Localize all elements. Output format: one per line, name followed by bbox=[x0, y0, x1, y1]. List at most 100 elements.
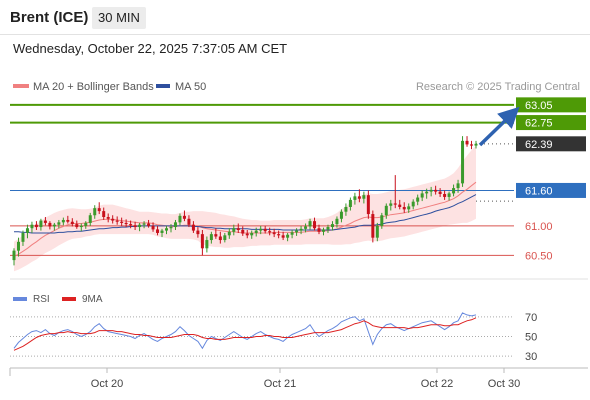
timeframe-badge[interactable]: 30 MIN bbox=[92, 7, 146, 29]
pivot-level-label: 61.60 bbox=[525, 185, 553, 197]
candle-body bbox=[326, 227, 330, 230]
candle-body bbox=[66, 219, 70, 222]
candle-body bbox=[299, 228, 303, 231]
instrument-title: Brent (ICE) bbox=[10, 9, 89, 26]
candle-body bbox=[196, 230, 200, 235]
candle-body bbox=[57, 222, 61, 225]
candle-body bbox=[241, 230, 245, 234]
candle-body bbox=[389, 203, 393, 206]
candle-body bbox=[407, 206, 411, 210]
candle-body bbox=[156, 229, 160, 233]
candle-body bbox=[461, 140, 465, 184]
x-axis: Oct 20 Oct 21 Oct 22 Oct 30 bbox=[91, 368, 520, 390]
candle-body bbox=[227, 231, 231, 236]
candle-body bbox=[277, 234, 281, 236]
candle-body bbox=[339, 211, 343, 219]
rsi-legend-label: RSI bbox=[33, 294, 50, 305]
candle-body bbox=[120, 221, 124, 223]
candle-body bbox=[465, 140, 469, 145]
rsi-line bbox=[13, 312, 477, 350]
candle-body bbox=[30, 224, 34, 229]
candle-body bbox=[321, 229, 325, 232]
candle-body bbox=[70, 221, 74, 225]
candle-body bbox=[384, 205, 388, 216]
candle-body bbox=[420, 193, 424, 198]
candle-body bbox=[191, 224, 195, 231]
candle-body bbox=[286, 234, 290, 238]
candle-body bbox=[425, 191, 429, 194]
candle-body bbox=[402, 206, 406, 210]
candle-body bbox=[43, 220, 47, 223]
rsi-level-label: 70 bbox=[525, 312, 537, 324]
candle-body bbox=[259, 228, 263, 231]
candle-body bbox=[165, 228, 169, 231]
candlesticks bbox=[12, 136, 478, 266]
candle-body bbox=[416, 197, 420, 202]
candle-body bbox=[380, 215, 384, 226]
candle-body bbox=[52, 224, 56, 227]
x-axis-tick-label: Oct 22 bbox=[421, 378, 453, 390]
candle-body bbox=[160, 230, 164, 233]
candle-body bbox=[429, 189, 433, 192]
candle-body bbox=[16, 241, 20, 251]
support-level-label: 60.50 bbox=[525, 250, 553, 262]
candle-body bbox=[75, 224, 79, 228]
candle-body bbox=[61, 219, 65, 223]
candle-body bbox=[182, 215, 186, 219]
candle-body bbox=[411, 201, 415, 207]
target-level-label: 62.75 bbox=[525, 118, 553, 130]
target-level-label: 63.05 bbox=[525, 100, 553, 112]
candle-body bbox=[398, 204, 402, 207]
candle-body bbox=[232, 228, 236, 232]
candle-body bbox=[456, 183, 460, 189]
candle-body bbox=[124, 222, 128, 225]
rsi-panel: 70 50 30 bbox=[10, 312, 537, 363]
candle-body bbox=[344, 206, 348, 212]
bollinger-bands bbox=[14, 145, 476, 272]
candle-body bbox=[223, 235, 227, 241]
candle-body bbox=[84, 222, 88, 226]
candle-body bbox=[348, 199, 352, 207]
candle-body bbox=[102, 211, 106, 218]
candle-body bbox=[371, 214, 375, 238]
rsi-level-label: 50 bbox=[525, 332, 537, 344]
rsi-level-label: 30 bbox=[525, 351, 537, 363]
candle-body bbox=[474, 143, 478, 146]
copyright-text: Research © 2025 Trading Central bbox=[416, 81, 580, 93]
rsi-ma-legend-swatch bbox=[62, 297, 76, 301]
candle-body bbox=[254, 230, 258, 233]
candle-body bbox=[12, 250, 16, 261]
candle-body bbox=[281, 235, 285, 238]
candle-body bbox=[362, 195, 366, 199]
candle-body bbox=[111, 218, 115, 221]
candle-body bbox=[304, 226, 308, 229]
candle-body bbox=[357, 196, 361, 199]
candle-body bbox=[393, 203, 397, 205]
candle-body bbox=[129, 224, 133, 226]
candle-body bbox=[447, 193, 451, 197]
candle-body bbox=[48, 222, 52, 227]
candle-body bbox=[438, 191, 442, 194]
candle-body bbox=[330, 224, 334, 228]
candle-body bbox=[317, 228, 321, 232]
candle-body bbox=[313, 221, 317, 229]
rsi-ma-line bbox=[13, 317, 477, 351]
rsi-ma-legend-label: 9MA bbox=[82, 294, 103, 305]
last-price-tag bbox=[516, 136, 586, 152]
candle-body bbox=[452, 188, 456, 194]
candle-body bbox=[218, 236, 222, 241]
last-price-label: 62.39 bbox=[525, 139, 553, 151]
candle-body bbox=[133, 225, 137, 228]
candle-body bbox=[470, 144, 474, 146]
candle-body bbox=[250, 232, 254, 236]
candle-body bbox=[187, 218, 191, 225]
ma20-legend-swatch bbox=[13, 84, 29, 88]
candle-body bbox=[25, 228, 29, 233]
candle-body bbox=[335, 218, 339, 225]
candle-body bbox=[245, 233, 249, 236]
header-bar: Brent (ICE) 30 MIN bbox=[0, 0, 590, 35]
candle-body bbox=[97, 208, 101, 212]
pivot-level-tag bbox=[516, 182, 586, 198]
candle-body bbox=[169, 227, 173, 229]
candle-body bbox=[268, 231, 272, 233]
